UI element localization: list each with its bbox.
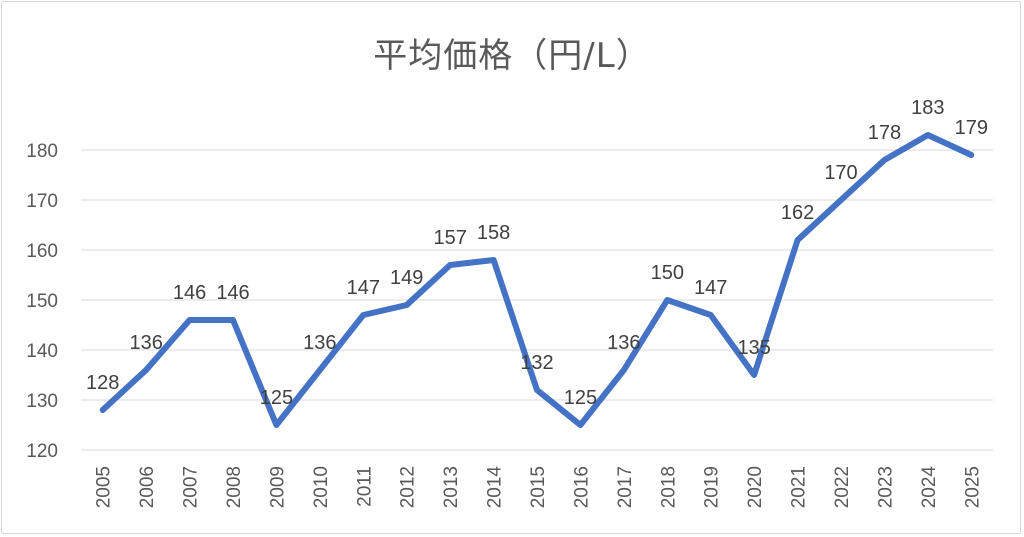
x-tick-label: 2008	[224, 466, 245, 508]
data-label: 162	[781, 202, 814, 224]
data-label: 157	[433, 227, 466, 249]
x-tick-label: 2010	[311, 466, 332, 508]
data-label: 170	[824, 162, 857, 184]
chart-title: 平均価格（円/L）	[373, 36, 651, 76]
y-tick-label: 130	[26, 391, 58, 412]
data-label: 147	[694, 277, 727, 299]
y-tick-label: 150	[26, 291, 58, 312]
x-tick-label: 2016	[571, 466, 592, 508]
x-tick-label: 2018	[658, 466, 679, 508]
x-tick-label: 2013	[441, 466, 462, 508]
data-label: 147	[347, 277, 380, 299]
data-label: 178	[868, 122, 901, 144]
data-label: 132	[520, 352, 553, 374]
x-tick-label: 2024	[919, 466, 940, 509]
data-label: 158	[477, 222, 510, 244]
x-tick-label: 2007	[181, 466, 202, 508]
y-tick-label: 140	[26, 341, 58, 362]
x-tick-label: 2020	[745, 466, 766, 508]
data-label: 125	[564, 387, 597, 409]
x-axis-ticks: 2005 2006 2007 2008 2009 2010 2011 2012 2013 2014…	[94, 466, 984, 509]
x-tick-label: 2021	[789, 466, 810, 508]
data-label: 146	[216, 282, 249, 304]
data-label: 179	[955, 117, 988, 139]
y-tick-label: 120	[26, 441, 58, 462]
x-tick-label: 2017	[615, 466, 636, 508]
data-label: 146	[173, 282, 206, 304]
y-tick-label: 180	[26, 141, 58, 162]
y-tick-label: 160	[26, 241, 58, 262]
x-tick-label: 2022	[832, 466, 853, 508]
x-tick-label: 2012	[398, 466, 419, 508]
x-tick-label: 2014	[485, 466, 506, 509]
data-labels: 128 136 146 146 125 136 147 149 157 158 132 125 136 1…	[86, 97, 988, 409]
data-label: 125	[260, 387, 293, 409]
x-tick-label: 2006	[137, 466, 158, 508]
data-label: 136	[129, 332, 162, 354]
y-axis-ticks: 120 130 140 150 160 170 180	[26, 141, 58, 462]
data-label: 183	[911, 97, 944, 119]
series-line	[99, 132, 975, 428]
x-tick-label: 2019	[702, 466, 723, 508]
data-label: 136	[607, 332, 640, 354]
y-tick-label: 170	[26, 191, 58, 212]
data-label: 149	[390, 267, 423, 289]
x-tick-label: 2015	[528, 466, 549, 508]
x-tick-label: 2023	[875, 466, 896, 508]
data-label: 150	[651, 262, 684, 284]
data-label: 136	[303, 332, 336, 354]
x-tick-label: 2005	[94, 466, 115, 508]
data-label: 135	[737, 337, 770, 359]
x-tick-label: 2009	[267, 466, 288, 508]
data-label: 128	[86, 372, 119, 394]
series-line-path	[99, 132, 975, 428]
x-tick-label: 2025	[962, 466, 983, 508]
x-tick-label: 2011	[354, 466, 375, 507]
